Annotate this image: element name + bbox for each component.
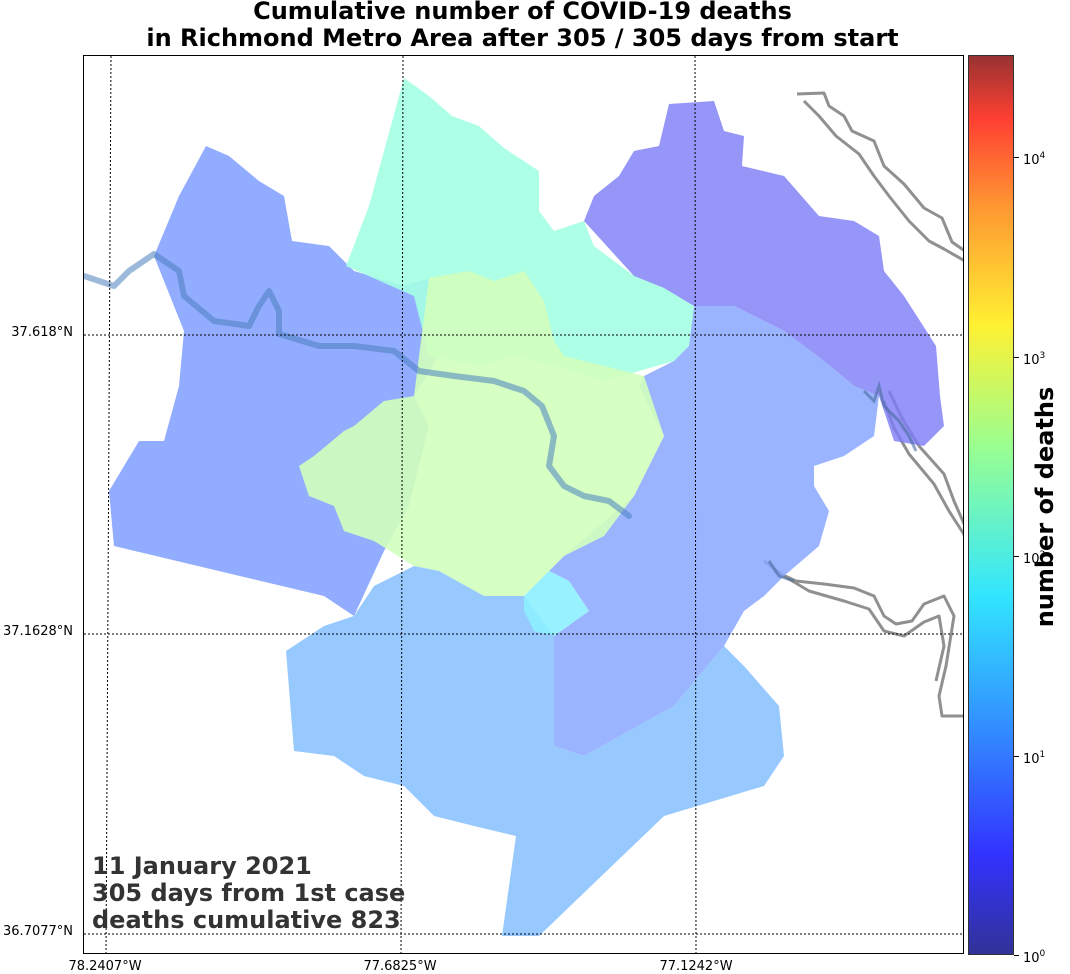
colorbar-tick-0 bbox=[1014, 955, 1019, 956]
colorbar-label-3: 103 bbox=[1023, 351, 1046, 368]
info-overlay: 11 January 2021 305 days from 1st case d… bbox=[92, 853, 405, 934]
map-canvas bbox=[84, 56, 963, 953]
coastline-south bbox=[773, 569, 963, 718]
colorbar-label-4: 104 bbox=[1023, 151, 1046, 168]
coastline-north-inner bbox=[802, 99, 963, 262]
river-south bbox=[767, 560, 795, 583]
river-east bbox=[862, 380, 918, 452]
map-title-line2: in Richmond Metro Area after 305 / 305 d… bbox=[146, 24, 899, 52]
overlay-days: 305 days from 1st case bbox=[92, 879, 406, 907]
river bbox=[84, 251, 632, 519]
coastline-south-inner bbox=[763, 559, 946, 682]
lat-label-37-1628: 37.1628°N bbox=[3, 624, 73, 639]
colorbar-tick-3 bbox=[1014, 357, 1019, 358]
colorbar-tick-4 bbox=[1014, 157, 1019, 158]
lon-label-77-6825: 77.6825°W bbox=[363, 959, 437, 974]
lon-label-78-2407: 78.2407°W bbox=[68, 959, 142, 974]
colorbar-title: number of deaths bbox=[1031, 386, 1059, 628]
lon-label-77-1242: 77.1242°W bbox=[659, 959, 733, 974]
gridline-lon-77.6825 bbox=[400, 56, 404, 953]
lat-label-36-7077: 36.7077°N bbox=[3, 924, 73, 939]
map-area[interactable] bbox=[83, 55, 964, 954]
map-title-line1: Cumulative number of COVID-19 deaths bbox=[253, 0, 792, 25]
region-small-city bbox=[524, 571, 589, 636]
gridline-lon-77.1242 bbox=[694, 56, 697, 953]
colorbar-tick-1 bbox=[1014, 756, 1019, 757]
region-south bbox=[286, 566, 784, 936]
lat-label-37-618: 37.618°N bbox=[11, 325, 73, 340]
overlay-date: 11 January 2021 bbox=[92, 852, 312, 880]
region-east bbox=[549, 306, 879, 756]
colorbar-label-0: 100 bbox=[1023, 949, 1046, 966]
colorbar-label-2: 102 bbox=[1023, 550, 1046, 567]
colorbar bbox=[968, 55, 1014, 955]
coastline-north bbox=[796, 91, 963, 252]
colorbar-label-1: 101 bbox=[1023, 750, 1046, 767]
gridline-lon-78.2407 bbox=[105, 56, 112, 953]
region-central bbox=[299, 271, 664, 596]
overlay-deaths: deaths cumulative 823 bbox=[92, 906, 401, 934]
colorbar-tick-2 bbox=[1014, 556, 1019, 557]
region-northeast bbox=[584, 101, 944, 446]
